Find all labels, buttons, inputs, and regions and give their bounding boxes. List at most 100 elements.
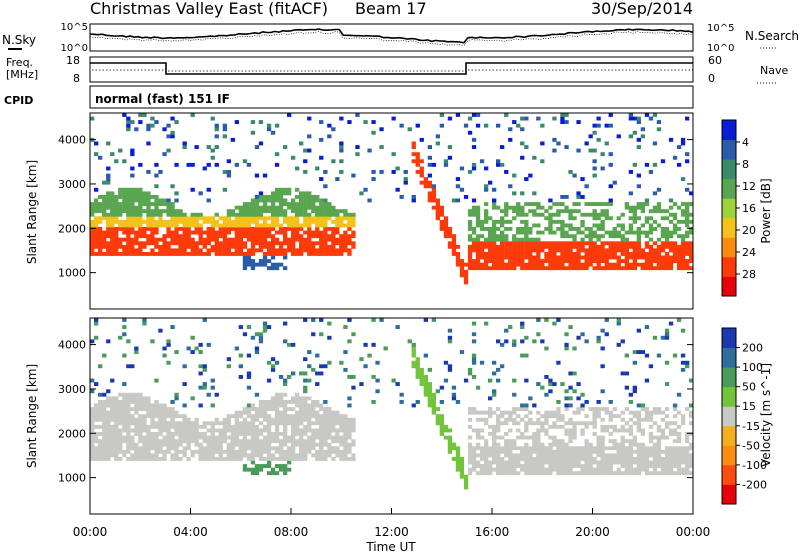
heatmap-cell (242, 439, 248, 444)
heatmap-cell (672, 248, 678, 253)
heatmap-cell (636, 216, 641, 221)
heatmap-cell (146, 209, 151, 214)
heatmap-cell (278, 410, 284, 415)
heatmap-cell (371, 177, 376, 181)
heatmap-cell (411, 159, 416, 164)
heatmap-cell (439, 227, 444, 231)
heatmap-cell (508, 453, 513, 458)
heatmap-cell (126, 421, 131, 426)
heatmap-cell (660, 449, 666, 454)
heatmap-cell (580, 453, 585, 458)
heatmap-cell (640, 223, 645, 228)
heatmap-cell (447, 241, 453, 246)
heatmap-cell (616, 318, 621, 322)
heatmap-cell (202, 382, 207, 386)
heatmap-cell (664, 266, 670, 271)
heatmap-cell (319, 155, 324, 160)
heatmap-cell (138, 205, 143, 210)
heatmap-cell (600, 446, 605, 451)
heatmap-cell (327, 134, 332, 139)
heatmap-cell (102, 216, 107, 221)
heatmap-cell (656, 424, 662, 429)
heatmap-cell (467, 417, 473, 422)
heatmap-cell (274, 400, 280, 404)
heatmap-cell (668, 266, 674, 271)
heatmap-cell (307, 195, 312, 199)
heatmap-cell (343, 453, 348, 458)
heatmap-cell (198, 364, 203, 369)
heatmap-cell (624, 453, 629, 458)
heatmap-cell (186, 230, 191, 235)
heatmap-cell (544, 460, 549, 465)
heatmap-cell (479, 219, 485, 224)
heatmap-cell (552, 414, 557, 419)
heatmap-cell (564, 471, 569, 476)
heatmap-cell (343, 234, 348, 239)
heatmap-cell (660, 209, 666, 214)
heatmap-cell (150, 248, 155, 253)
heatmap-cell (672, 460, 678, 465)
heatmap-cell (564, 346, 569, 351)
heatmap-cell (628, 449, 633, 454)
heatmap-cell (656, 460, 662, 465)
heatmap-cell (572, 389, 577, 394)
heatmap-cell (102, 209, 107, 214)
heatmap-cell (162, 439, 167, 444)
heatmap-cell (676, 457, 682, 461)
heatmap-cell (544, 446, 549, 451)
heatmap-cell (126, 234, 131, 239)
heatmap-cell (564, 205, 569, 210)
heatmap-cell (568, 259, 573, 263)
heatmap-cell (484, 460, 489, 465)
heatmap-cell (564, 223, 569, 228)
heatmap-cell (403, 170, 408, 174)
heatmap-cell (250, 407, 256, 411)
heatmap-cell (528, 259, 533, 263)
heatmap-cell (242, 464, 248, 468)
heatmap-cell (423, 184, 428, 189)
heatmap-cell (238, 353, 243, 358)
heatmap-cell (174, 457, 179, 461)
heatmap-cell (524, 414, 529, 419)
heatmap-cell (467, 234, 473, 239)
heatmap-cell (564, 457, 569, 461)
heatmap-cell (363, 364, 368, 369)
heatmap-cell (230, 237, 235, 242)
heatmap-cell (138, 227, 143, 231)
heatmap-cell (299, 410, 304, 415)
heatmap-cell (672, 428, 678, 433)
heatmap-cell (632, 252, 637, 256)
heatmap-cell (484, 471, 489, 476)
heatmap-cell (242, 223, 248, 228)
heatmap-cell (106, 234, 111, 239)
heatmap-cell (576, 457, 581, 461)
heatmap-cell (672, 223, 678, 228)
heatmap-cell (194, 252, 199, 256)
heatmap-cell (532, 191, 537, 196)
heatmap-cell (182, 227, 187, 231)
heatmap-cell (323, 453, 328, 458)
heatmap-cell (479, 457, 485, 461)
heatmap-cell (496, 237, 501, 242)
heatmap-cell (459, 187, 465, 192)
cpid-label: CPID (4, 94, 33, 107)
heatmap-cell (311, 421, 316, 426)
heatmap-cell (680, 353, 686, 358)
heatmap-cell (580, 421, 585, 426)
heatmap-cell (242, 259, 248, 263)
heatmap-cell (572, 457, 577, 461)
heatmap-cell (246, 446, 252, 451)
heatmap-cell (524, 212, 529, 217)
heatmap-cell (504, 432, 509, 436)
heatmap-cell (170, 410, 175, 415)
heatmap-cell (572, 262, 577, 267)
heatmap-cell (154, 227, 159, 231)
heatmap-cell (134, 449, 139, 454)
heatmap-cell (291, 424, 296, 429)
heatmap-cell (484, 449, 489, 454)
heatmap-cell (560, 255, 565, 260)
heatmap-cell (114, 396, 119, 401)
heatmap-cell (423, 318, 428, 322)
heatmap-cell (500, 241, 505, 246)
heatmap-cell (182, 417, 187, 422)
